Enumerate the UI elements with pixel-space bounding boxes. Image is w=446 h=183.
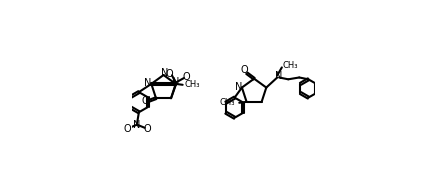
Text: N: N [161, 68, 168, 78]
Text: O: O [166, 69, 173, 79]
Text: O: O [143, 124, 151, 134]
Text: N: N [145, 78, 152, 88]
Text: CH₃: CH₃ [219, 98, 235, 107]
Text: N: N [133, 120, 141, 130]
Text: N: N [235, 82, 242, 92]
Text: N: N [172, 77, 179, 87]
Text: O: O [241, 66, 248, 75]
Text: O: O [183, 72, 190, 82]
Text: O: O [124, 124, 131, 134]
Text: N: N [274, 71, 282, 81]
Text: CH₃: CH₃ [283, 61, 298, 70]
Text: O: O [141, 96, 149, 106]
Text: CH₃: CH₃ [184, 80, 200, 89]
